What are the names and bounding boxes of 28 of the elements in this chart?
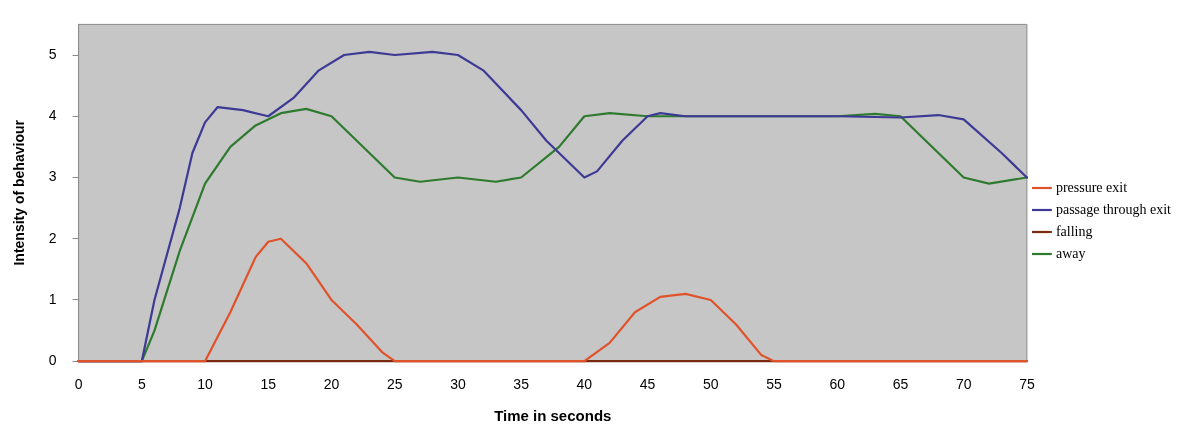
x-tick-label: 60 (829, 376, 846, 393)
y-tick-label: 1 (48, 290, 57, 307)
x-tick-label: 0 (74, 376, 83, 393)
y-axis-title: Intensity of behaviour (11, 119, 28, 266)
y-tick-label: 4 (48, 107, 57, 124)
x-tick-label: 40 (576, 376, 593, 393)
x-tick-label: 15 (260, 376, 277, 393)
x-tick-label: 35 (513, 376, 530, 393)
x-tick-label: 65 (892, 376, 909, 393)
legend-label: falling (1055, 223, 1093, 239)
x-tick-label: 10 (197, 376, 214, 393)
legend-label: away (1055, 245, 1086, 261)
x-tick-label: 70 (955, 376, 972, 393)
x-tick-label: 20 (323, 376, 340, 393)
x-tick-label: 30 (450, 376, 466, 393)
x-tick-label: 45 (639, 376, 656, 393)
x-tick-label: 55 (766, 376, 783, 393)
y-tick-label: 3 (48, 168, 57, 185)
legend-label: passage through exit (1055, 201, 1172, 217)
y-tick-label: 2 (48, 229, 57, 246)
x-tick-label: 75 (1019, 376, 1035, 393)
y-tick-label: 5 (48, 45, 57, 62)
x-tick-label: 50 (703, 376, 719, 393)
x-axis-title: Time in seconds (494, 407, 612, 425)
legend-label: pressure exit (1055, 179, 1128, 195)
x-tick-label: 25 (386, 376, 403, 393)
x-tick-label: 5 (137, 376, 146, 393)
y-tick-label: 0 (48, 352, 57, 369)
